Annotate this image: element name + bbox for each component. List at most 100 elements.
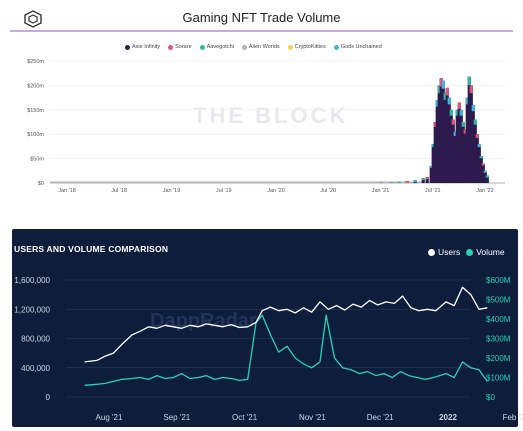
bar-segment (439, 78, 443, 87)
legend-label: CryptoKitties (294, 44, 326, 50)
bar-segment (449, 109, 453, 116)
legend-swatch (125, 44, 130, 50)
y-tick-label: $150m (27, 108, 44, 114)
bar-axie (485, 175, 489, 183)
bar-segment (469, 85, 473, 94)
bar-axie (437, 85, 441, 183)
y-right-tick-label: $500M (486, 296, 511, 305)
bar-axie (461, 122, 465, 183)
bar-axie (479, 156, 483, 183)
legend-swatch (199, 44, 205, 50)
y-tick-label: $0 (38, 181, 44, 187)
legend-item: Axie Infinity (125, 44, 160, 50)
y-right-tick-label: $200M (486, 354, 511, 363)
bar-segment (455, 109, 459, 116)
top-chart-canvas: $0 $50m $100m $150m $200m $250m Jan '18 Jul '18… (27, 59, 505, 194)
bar-segment (425, 177, 429, 180)
bar-axie (433, 122, 437, 183)
y-left-tick-label: 1,200,000 (14, 305, 50, 314)
legend-label: Axie Infinity (132, 44, 161, 50)
bar-segment (443, 92, 447, 100)
bar-segment (429, 165, 433, 168)
y-left-tick-label: 0 (46, 393, 51, 402)
bar-axie (463, 129, 467, 183)
bar-segment (447, 97, 451, 105)
bar-segment (441, 80, 445, 89)
bar-axie (475, 134, 479, 183)
legend-swatch (333, 44, 339, 50)
bar-axie (439, 78, 443, 183)
bar-segment (457, 102, 461, 109)
bar-axie (451, 119, 455, 183)
bar-axie (481, 163, 485, 183)
legend-label: Alien Worlds (248, 44, 280, 50)
legend-volume: Volume (466, 247, 505, 257)
bar-segment (459, 109, 463, 116)
bar-segment (471, 104, 475, 112)
y-tick-label: $200m (27, 83, 44, 89)
bar-segment (481, 163, 485, 166)
bar-segment (465, 97, 469, 105)
bar-axie (471, 104, 475, 183)
bar-segment (473, 119, 477, 125)
x-tick-label: Jan '21 (372, 188, 390, 194)
y-right-tick-label: $300M (486, 335, 511, 344)
bar-axie (455, 109, 459, 183)
y-tick-label: $50m (30, 157, 44, 163)
x-tick-label: Jul '19 (216, 188, 232, 194)
gaming-nft-chart-panel: Gaming NFT Trade Volume Axie Infinity Sor… (10, 10, 513, 194)
y-left-tick-label: 800,000 (21, 335, 50, 344)
bottom-chart-title: USERS AND VOLUME COMPARISON (14, 244, 169, 254)
legend-swatch (287, 44, 293, 50)
y-tick-label: $100m (27, 132, 44, 138)
x-tick-label: Feb '22 (503, 413, 523, 422)
bar-segment (453, 131, 457, 136)
title-underline (10, 30, 513, 32)
legend-label: Aavegotchi (206, 44, 234, 50)
bar-segment (433, 122, 437, 127)
bar-segment (413, 180, 417, 183)
y-left-tick-label: 400,000 (21, 364, 50, 373)
chart-legend: Axie Infinity Sorare Aavegotchi Alien World… (125, 44, 382, 50)
bar-axie (459, 109, 463, 183)
x-tick-label: Nov '21 (299, 413, 326, 422)
bar-segment (431, 143, 435, 148)
bar-axie (431, 143, 435, 183)
bar-segment (463, 129, 467, 134)
bar-axie (477, 143, 481, 183)
y-tick-label: $250m (27, 59, 44, 65)
bar-axie (421, 178, 425, 183)
bar-axie (441, 80, 445, 183)
bar-segment (485, 175, 489, 178)
x-tick-label: Sep '21 (163, 413, 190, 422)
bar-segment (437, 85, 441, 94)
x-tick-label: Aug '21 (96, 413, 123, 422)
bar-axie (445, 87, 449, 183)
bar-segment (421, 178, 425, 181)
x-tick-label: Jan '22 (476, 188, 494, 194)
bar-segment (397, 181, 401, 183)
bar-segment (445, 87, 449, 96)
bottom-chart-legend: Users Volume (428, 247, 505, 257)
x-tick-label: Jan '20 (267, 188, 285, 194)
bar-segment (389, 182, 393, 183)
x-tick-label: Dec '21 (367, 413, 394, 422)
users-series-line (84, 286, 488, 363)
chart-title: Gaming NFT Trade Volume (182, 10, 341, 25)
x-tick-label: 2022 (439, 413, 457, 422)
y-right-tick-label: $0 (486, 393, 495, 402)
y-left-tick-label: 1,600,000 (14, 276, 50, 285)
bar-segment (467, 76, 471, 86)
the-block-logo-icon (24, 10, 42, 28)
bar-segment (435, 100, 439, 107)
users-volume-chart-panel (12, 229, 518, 427)
bar-segment (451, 119, 455, 125)
bar-axie (457, 102, 461, 183)
bar-segment (477, 143, 481, 148)
legend-label: Sorare (175, 44, 192, 50)
x-tick-label: Jan '19 (163, 188, 181, 194)
bar-segment (479, 156, 483, 159)
y-right-tick-label: $100M (486, 374, 511, 383)
bar-axie (453, 131, 457, 183)
